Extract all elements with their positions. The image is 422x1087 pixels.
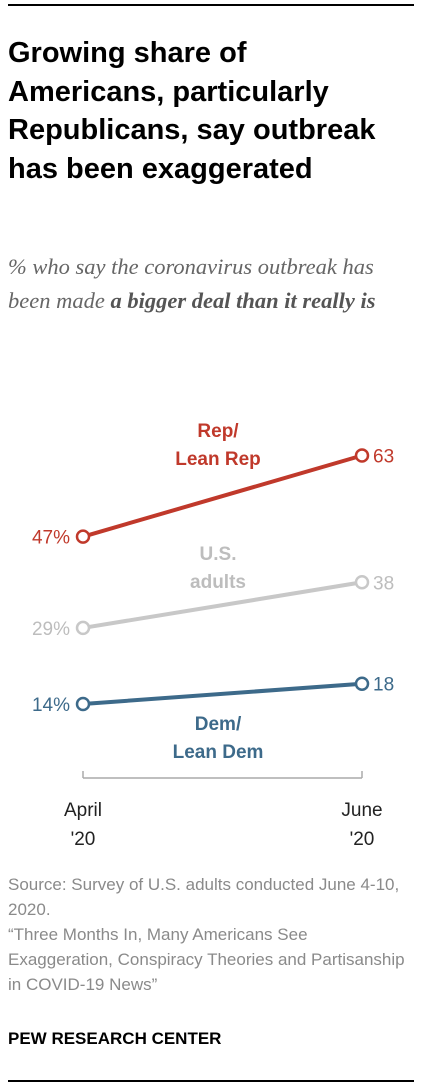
source-line-report: “Three Months In, Many Americans See Exa… — [8, 925, 405, 994]
top-rule — [8, 4, 414, 6]
bottom-rule — [8, 1080, 414, 1082]
series-label-2-0: Dem/ — [195, 714, 242, 735]
value-label-1-1: 38 — [373, 573, 394, 594]
data-point-1-1 — [354, 575, 370, 590]
source-line-survey: Source: Survey of U.S. adults conducted … — [8, 875, 400, 919]
chart-subtitle: % who say the coronavirus outbreak has b… — [8, 250, 418, 318]
series-label-1-1: adults — [190, 572, 246, 593]
series-line-0 — [81, 453, 364, 539]
series-label-0-1: Lean Rep — [175, 449, 261, 470]
series-label-0-0: Rep/ — [197, 421, 239, 442]
data-point-2-0 — [75, 696, 91, 712]
data-point-0-1 — [354, 448, 370, 463]
series-label-1-0: U.S. — [200, 544, 237, 565]
value-label-0-0: 47% — [32, 528, 70, 549]
data-point-0-0 — [75, 529, 91, 544]
value-label-2-1: 18 — [373, 675, 394, 696]
value-label-1-0: 29% — [32, 619, 70, 640]
subtitle-plain: % who say the coronavirus outbreak has b… — [8, 254, 374, 313]
brand-name: PEW RESEARCH CENTER — [8, 1029, 222, 1048]
x-tick-label-0-0: April — [64, 800, 102, 821]
value-label-0-1: 63 — [373, 447, 394, 468]
x-tick-label-0-1: '20 — [71, 829, 96, 850]
series-label-2-1: Lean Dem — [173, 742, 264, 763]
source-note: Source: Survey of U.S. adults conducted … — [8, 872, 408, 997]
value-label-2-0: 14% — [32, 695, 70, 716]
subtitle-emphasis: a bigger deal than it really is — [110, 288, 376, 313]
x-tick-label-1-1: '20 — [350, 829, 375, 850]
series-line-1 — [81, 580, 364, 630]
chart-title: Growing share of Americans, particularly… — [8, 37, 376, 185]
series-line-2 — [81, 681, 364, 706]
data-point-1-0 — [75, 620, 91, 636]
x-tick-label-1-0: June — [341, 800, 382, 821]
line-chart: April '20 June '20 47% 63 Rep/Lean Rep 29% 38 U.S… — [32, 421, 394, 850]
data-point-2-1 — [354, 676, 370, 691]
